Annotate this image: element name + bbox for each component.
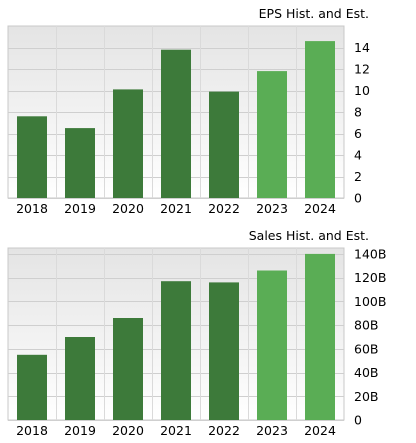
sales-y-tick-label: 140B bbox=[354, 246, 386, 261]
sales-bar-2020 bbox=[113, 318, 143, 420]
sales-y-tick-label: 20B bbox=[354, 389, 378, 404]
eps-bar-2020 bbox=[113, 89, 143, 198]
eps-bar-2022 bbox=[209, 91, 239, 198]
eps-x-tick-label: 2020 bbox=[112, 201, 144, 216]
eps-y-tick-label: 4 bbox=[354, 148, 362, 163]
eps-chart-svg: 0 2 4 6 8 10 12 14 2018 2019 2020 2021 2022 2023 2024 E… bbox=[7, 6, 370, 216]
eps-y-tick-label: 2 bbox=[354, 169, 362, 184]
sales-x-tick-label: 2022 bbox=[208, 423, 240, 438]
eps-bar-2018 bbox=[17, 116, 47, 198]
sales-y-tick-label: 120B bbox=[354, 270, 386, 285]
sales-y-tick-label: 40B bbox=[354, 365, 378, 380]
eps-bar-2024 bbox=[305, 41, 335, 198]
eps-x-tick-label: 2024 bbox=[304, 201, 336, 216]
eps-bar-2021 bbox=[161, 49, 191, 199]
eps-y-tick-label: 6 bbox=[354, 126, 362, 141]
sales-x-tick-label: 2018 bbox=[16, 423, 48, 438]
eps-y-tick-label: 0 bbox=[354, 191, 362, 206]
eps-y-tick-label: 12 bbox=[354, 62, 370, 77]
sales-y-tick-label: 60B bbox=[354, 341, 378, 356]
sales-chart-svg: 0 20B 40B 60B 80B 100B 120B 140B 2018 2019 2020 202… bbox=[7, 228, 386, 438]
eps-y-tick-label: 8 bbox=[354, 105, 362, 120]
eps-bar-2023 bbox=[257, 71, 287, 198]
eps-x-tick-label: 2019 bbox=[64, 201, 96, 216]
sales-bar-2023 bbox=[257, 270, 287, 420]
sales-y-tick-label: 80B bbox=[354, 318, 378, 333]
eps-x-tick-label: 2021 bbox=[160, 201, 192, 216]
sales-y-tick-label: 100B bbox=[354, 294, 386, 309]
sales-chart-title: Sales Hist. and Est. bbox=[249, 228, 369, 243]
sales-x-tick-label: 2021 bbox=[160, 423, 192, 438]
eps-x-tick-label: 2018 bbox=[16, 201, 48, 216]
eps-x-tick-label: 2023 bbox=[256, 201, 288, 216]
sales-bar-2018 bbox=[17, 354, 47, 420]
sales-bar-2022 bbox=[209, 282, 239, 420]
eps-chart-title: EPS Hist. and Est. bbox=[259, 6, 369, 21]
eps-bar-2019 bbox=[65, 128, 95, 198]
sales-x-tick-label: 2019 bbox=[64, 423, 96, 438]
eps-y-tick-label: 14 bbox=[354, 40, 370, 55]
sales-bar-2019 bbox=[65, 337, 95, 420]
eps-x-tick-label: 2022 bbox=[208, 201, 240, 216]
sales-bar-2021 bbox=[161, 281, 191, 420]
sales-x-tick-label: 2020 bbox=[112, 423, 144, 438]
sales-bar-2024 bbox=[305, 253, 335, 420]
sales-x-tick-label: 2023 bbox=[256, 423, 288, 438]
eps-y-tick-label: 10 bbox=[354, 83, 370, 98]
sales-x-tick-label: 2024 bbox=[304, 423, 336, 438]
sales-y-tick-label: 0 bbox=[354, 413, 362, 428]
